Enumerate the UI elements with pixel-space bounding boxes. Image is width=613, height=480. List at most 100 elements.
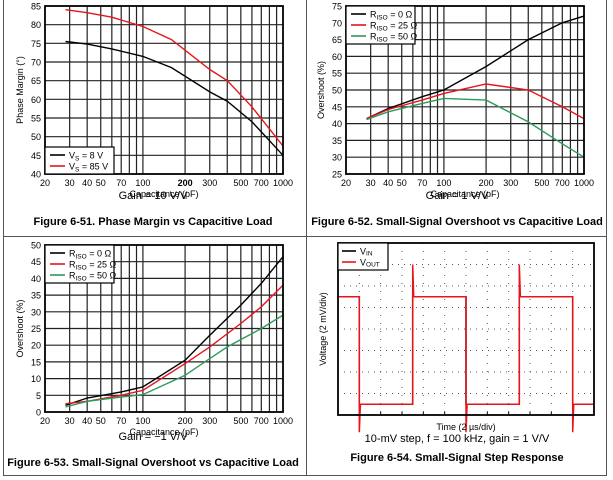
x-tick-label: 50: [96, 416, 106, 426]
y-tick-label: 55: [332, 69, 342, 79]
x-tick-label: 40: [82, 416, 92, 426]
y-tick-label: 45: [31, 257, 41, 267]
y-tick-label: 45: [332, 102, 342, 112]
legend-label: RISO = 0 Ω: [370, 10, 412, 22]
x-tick-label: 40: [383, 178, 393, 188]
y-tick-label: 15: [31, 357, 41, 367]
overshoot-gain1-chart: 25 30 35 40 45 50 55 60 65 70 75 20 30 40 50 70 100 200 30…: [316, 2, 594, 200]
x-tick-label: 30: [65, 416, 75, 426]
x-tick-label: 500: [534, 178, 549, 188]
y-tick-label: 75: [332, 2, 342, 12]
figure-panel-frame: [3, 0, 607, 476]
series-line-vout: [338, 264, 594, 433]
x-axis-label: Capacitance (pF): [129, 427, 198, 437]
y-tick-label: 50: [332, 86, 342, 96]
chart2-figure-title: Figure 6-52. Small-Signal Overshoot vs C…: [311, 216, 603, 228]
legend-label: VS = 85 V: [69, 162, 108, 174]
y-tick-label: 40: [31, 170, 41, 180]
x-tick-label: 70: [116, 178, 126, 188]
y-tick-label: 70: [332, 18, 342, 28]
x-axis-label: Capacitance (pF): [129, 189, 198, 199]
x-tick-label: 20: [341, 178, 351, 188]
x-tick-label: 300: [202, 178, 217, 188]
y-tick-label: 45: [31, 151, 41, 161]
x-tick-label: 20: [40, 416, 50, 426]
x-tick-label: 500: [233, 178, 248, 188]
series-line-riso-50-: [366, 97, 585, 158]
y-tick-label: 85: [31, 2, 41, 12]
y-tick-label: 35: [332, 136, 342, 146]
series-line-riso-25-: [65, 284, 284, 405]
y-axis-label: Phase Margin (°): [15, 56, 25, 124]
series-line-vs-85-v: [65, 9, 284, 147]
x-tick-label: 300: [503, 178, 518, 188]
y-axis-label: Overshoot (%): [15, 299, 25, 357]
panel-divider-horizontal: [3, 236, 607, 237]
legend-label: VIN: [360, 247, 373, 258]
x-tick-label: 70: [417, 178, 427, 188]
y-tick-label: 60: [332, 52, 342, 62]
plot-border: [44, 244, 284, 413]
y-tick-label: 55: [31, 114, 41, 124]
x-tick-label: 20: [40, 178, 50, 188]
x-tick-label: 100: [436, 178, 451, 188]
overshoot-gain-neg1-chart: 0 5 10 15 20 25 30 35 40 45 50 20 30 40 50 70 100 200 300 5…: [15, 241, 293, 438]
legend-label: RISO = 25 Ω: [69, 260, 116, 272]
x-tick-label: 40: [82, 178, 92, 188]
chart3-condition: Gain = −1 V/V: [118, 431, 188, 443]
y-tick-label: 50: [31, 241, 41, 251]
y-tick-label: 60: [31, 95, 41, 105]
y-tick-label: 40: [31, 274, 41, 284]
x-axis-label: Time (2 µs/div): [436, 422, 495, 432]
y-tick-label: 30: [332, 153, 342, 163]
legend-label: RISO = 25 Ω: [370, 21, 417, 33]
panel-divider-vertical: [306, 0, 307, 476]
x-tick-label: 100: [135, 178, 150, 188]
y-tick-label: 50: [31, 132, 41, 142]
y-tick-label: 40: [332, 119, 342, 129]
y-tick-label: 80: [31, 20, 41, 30]
y-tick-label: 10: [31, 374, 41, 384]
series-line-riso-0-: [366, 15, 585, 120]
x-tick-label: 500: [233, 416, 248, 426]
x-tick-label: 1000: [273, 178, 293, 188]
chart4-figure-title: Figure 6-54. Small-Signal Step Response: [350, 452, 564, 464]
x-tick-label: 70: [116, 416, 126, 426]
x-tick-label: 200: [178, 178, 193, 188]
chart3-figure-title: Figure 6-53. Small-Signal Overshoot vs C…: [7, 457, 299, 469]
x-tick-label: 50: [96, 178, 106, 188]
x-axis-label: Capacitance (pF): [430, 189, 499, 199]
x-tick-label: 200: [178, 416, 193, 426]
y-tick-label: 5: [36, 391, 41, 401]
legend-label: RISO = 50 Ω: [69, 271, 116, 283]
phase-margin-chart: 40 45 50 55 60 65 70 75 80 85 20 30 40 50 70 100 200 300 5…: [15, 2, 293, 200]
x-tick-label: 50: [397, 178, 407, 188]
x-tick-label: 30: [65, 178, 75, 188]
plot-border: [345, 5, 585, 175]
y-axis-label: Overshoot (%): [316, 61, 326, 119]
legend-label: VOUT: [360, 258, 380, 269]
plot-border: [44, 5, 284, 175]
chart2-condition: Gain = 1 V/V: [425, 190, 489, 202]
y-tick-label: 30: [31, 307, 41, 317]
x-tick-label: 100: [135, 416, 150, 426]
legend-label: RISO = 50 Ω: [370, 32, 417, 44]
plot-border: [337, 242, 595, 416]
legend-box: [337, 242, 389, 271]
x-tick-label: 700: [254, 178, 269, 188]
legend-box: [44, 146, 115, 175]
y-tick-label: 0: [36, 408, 41, 418]
chart1-condition: Gain = 10 V/V: [118, 190, 188, 202]
chart1-figure-title: Figure 6-51. Phase Margin vs Capacitive …: [33, 216, 273, 228]
x-tick-label: 1000: [273, 416, 293, 426]
y-tick-label: 65: [332, 35, 342, 45]
x-tick-label: 300: [202, 416, 217, 426]
y-tick-label: 70: [31, 58, 41, 68]
legend-label: RISO = 0 Ω: [69, 249, 111, 261]
x-tick-label: 700: [254, 416, 269, 426]
x-tick-label: 30: [366, 178, 376, 188]
series-line-riso-50-: [65, 314, 284, 408]
series-line-riso-0-: [65, 256, 284, 406]
y-tick-label: 25: [332, 170, 342, 180]
